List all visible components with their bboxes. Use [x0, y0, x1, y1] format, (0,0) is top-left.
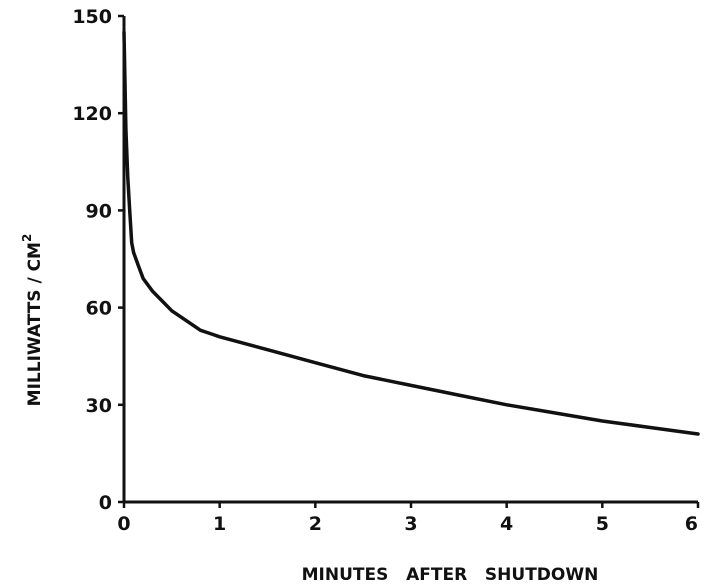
y-tick-label: 30	[86, 395, 112, 417]
y-axis-label: MILLIWATTS / CM2	[20, 234, 45, 407]
y-axis-label-superscript: 2	[20, 234, 34, 242]
y-tick-label: 150	[72, 6, 112, 28]
y-axis-label-group: MILLIWATTS / CM2	[20, 234, 45, 407]
x-tick-group: 0 1 2 3 4 5 6	[117, 502, 700, 535]
x-tick-label: 6	[685, 513, 698, 535]
y-tick-label: 120	[72, 103, 112, 125]
series-layer	[122, 30, 700, 436]
chart-axes	[122, 16, 698, 504]
x-tick-label: 2	[309, 513, 322, 535]
x-tick-label: 0	[117, 513, 130, 535]
y-tick-label: 0	[99, 492, 112, 514]
x-tick-label: 5	[596, 513, 609, 535]
y-tick-label: 90	[86, 200, 112, 222]
x-tick-label: 3	[404, 513, 417, 535]
y-axis-label-text: MILLIWATTS / CM	[25, 242, 45, 406]
x-axis-label: MINUTES AFTER SHUTDOWN	[302, 565, 599, 585]
x-tick-label: 4	[500, 513, 513, 535]
y-tick-group: 0 30 60 90 120 150	[72, 6, 124, 514]
x-tick-label: 1	[213, 513, 226, 535]
series-line	[122, 30, 700, 436]
y-tick-label: 60	[86, 298, 112, 320]
